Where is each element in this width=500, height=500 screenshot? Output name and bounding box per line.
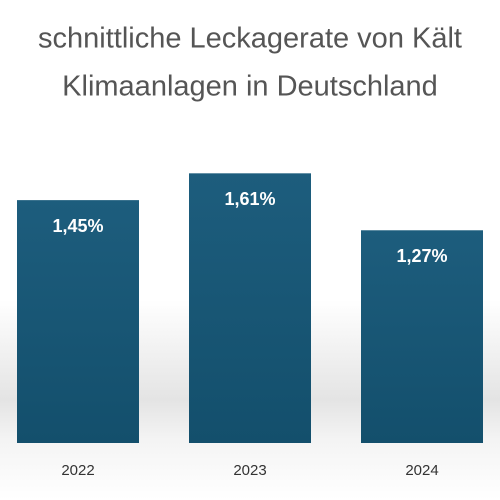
bar — [189, 173, 311, 443]
chart-title: schnittliche Leckagerate von Kält — [38, 23, 462, 55]
bar — [17, 200, 139, 443]
value-label: 1,61% — [224, 189, 275, 209]
value-label: 1,27% — [396, 246, 447, 266]
value-label: 1,45% — [52, 216, 103, 236]
x-tick-label: 2022 — [61, 462, 94, 479]
chart-title: Klimaanlagen in Deutschland — [62, 71, 438, 103]
bar — [361, 230, 483, 443]
x-tick-label: 2024 — [405, 462, 438, 479]
x-tick-label: 2023 — [233, 462, 266, 479]
